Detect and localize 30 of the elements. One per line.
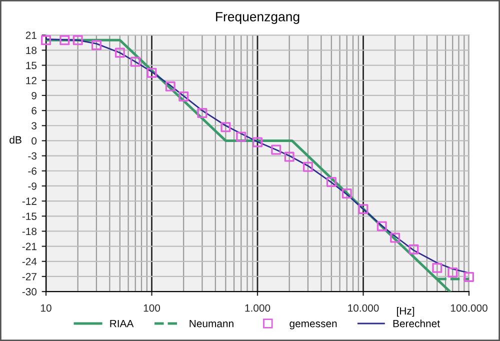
x-tick-label: 100 bbox=[144, 304, 160, 312]
y-tick-label: -15 bbox=[22, 212, 37, 220]
y-tick-label: -3 bbox=[28, 152, 37, 160]
chart-title: Frequenzgang bbox=[216, 12, 300, 24]
legend-label: Berechnet bbox=[393, 320, 440, 328]
y-tick-label: 0 bbox=[32, 137, 37, 145]
legend-label: RIAA bbox=[110, 320, 134, 328]
x-axis-title: [Hz] bbox=[397, 306, 414, 317]
y-tick-label: -18 bbox=[22, 228, 37, 236]
y-tick-label: -24 bbox=[22, 258, 37, 266]
x-tick-label: 1.000 bbox=[245, 304, 270, 312]
y-tick-label: 6 bbox=[32, 107, 37, 114]
x-tick-label: 10.000 bbox=[348, 304, 379, 312]
y-tick-label: -27 bbox=[22, 272, 36, 280]
y-tick-label: 15 bbox=[26, 62, 37, 70]
legend-label: Neumann bbox=[190, 320, 234, 328]
y-tick-label: -30 bbox=[22, 288, 37, 296]
y-tick-label: 9 bbox=[32, 92, 36, 100]
y-tick-label: 3 bbox=[32, 122, 37, 130]
y-tick-label: -6 bbox=[28, 167, 37, 175]
y-tick-label: -12 bbox=[22, 198, 36, 205]
x-tick-label: 100.000 bbox=[450, 304, 488, 312]
y-tick-label: 21 bbox=[26, 32, 36, 39]
legend-label: gemessen bbox=[290, 322, 337, 330]
y-tick-label: -9 bbox=[28, 182, 36, 190]
y-axis-title: dB bbox=[10, 136, 22, 144]
y-tick-label: 18 bbox=[26, 46, 37, 54]
x-tick-label: 10 bbox=[41, 304, 52, 312]
y-tick-label: 12 bbox=[26, 76, 36, 84]
y-tick-label: -21 bbox=[22, 242, 36, 250]
